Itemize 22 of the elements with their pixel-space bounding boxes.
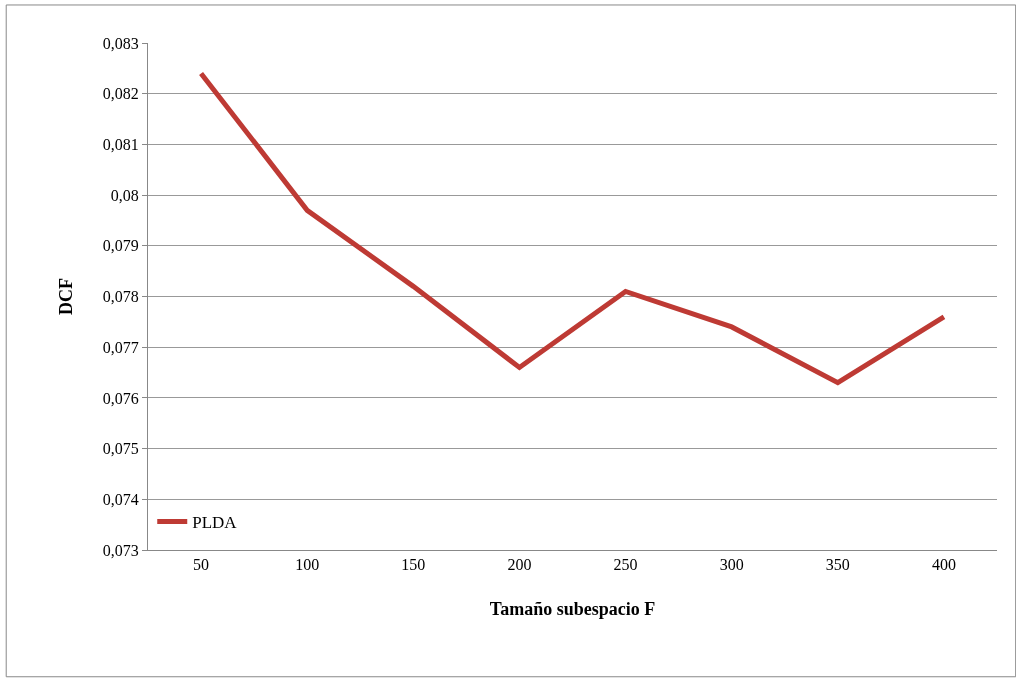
x-axis-title: Tamaño subespacio F <box>489 599 656 620</box>
x-tick-label: 350 <box>825 556 850 574</box>
y-tick-label: 0,078 <box>102 288 139 306</box>
y-tick-label: 0,076 <box>102 389 139 407</box>
x-tick-label: 50 <box>193 556 210 574</box>
legend-label: PLDA <box>192 513 238 533</box>
x-tick-label: 300 <box>719 556 744 574</box>
x-tick-label: 250 <box>613 556 638 574</box>
y-tick-label: 0,08 <box>110 186 139 204</box>
x-tick-label: 150 <box>401 556 426 574</box>
x-tick-label: 100 <box>295 556 320 574</box>
y-tick-label: 0,073 <box>102 541 139 559</box>
y-tick-label: 0,074 <box>102 490 139 508</box>
x-tick-label: 400 <box>931 556 956 574</box>
y-axis-title: DCF <box>56 278 76 315</box>
y-tick-label: 0,077 <box>102 338 139 356</box>
y-tick-label: 0,079 <box>102 237 139 255</box>
x-tick-label: 200 <box>507 556 532 574</box>
y-tick-label: 0,083 <box>102 34 139 52</box>
y-tick-label: 0,075 <box>102 440 139 458</box>
y-tick-label: 0,081 <box>102 136 139 153</box>
y-tick-label: 0,082 <box>102 85 139 103</box>
